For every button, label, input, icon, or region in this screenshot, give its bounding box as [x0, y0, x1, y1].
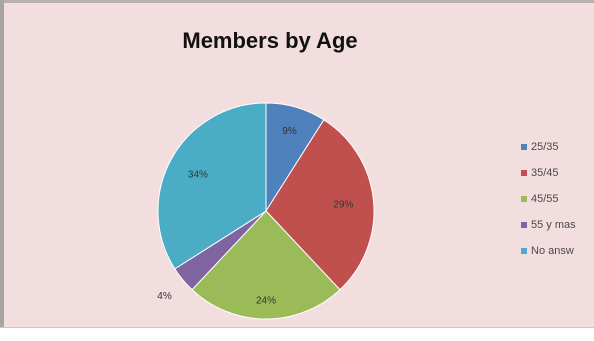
legend: 25/35 35/45 45/55 55 y mas No answ	[521, 134, 594, 264]
chart-border-left	[0, 0, 4, 341]
legend-label: 55 y mas	[531, 219, 576, 231]
legend-item: 25/35	[521, 134, 594, 160]
legend-swatch	[521, 196, 527, 202]
legend-label: 35/45	[531, 167, 559, 179]
legend-label: 25/35	[531, 141, 559, 153]
chart-border-bottom	[0, 327, 594, 341]
pie-slice-no-answer	[157, 102, 267, 270]
pie-slice-35-45	[265, 119, 375, 291]
legend-swatch	[521, 222, 527, 228]
data-label-no-answer: 34%	[188, 170, 208, 181]
legend-item: 55 y mas	[521, 212, 594, 238]
legend-item: No answ	[521, 238, 594, 264]
legend-item: 45/55	[521, 186, 594, 212]
data-label-25-35: 9%	[282, 126, 297, 137]
chart-title: Members by Age	[182, 28, 358, 53]
legend-swatch	[521, 170, 527, 176]
chart-border-top	[0, 0, 594, 3]
pie-slice-45-55	[191, 210, 341, 320]
legend-swatch	[521, 144, 527, 150]
data-label-55-y-mas: 4%	[157, 291, 172, 302]
legend-swatch	[521, 248, 527, 254]
legend-label: No answ	[531, 245, 574, 257]
data-label-35-45: 29%	[333, 200, 353, 211]
legend-label: 45/55	[531, 193, 559, 205]
legend-item: 35/45	[521, 160, 594, 186]
data-label-45-55: 24%	[256, 296, 276, 307]
